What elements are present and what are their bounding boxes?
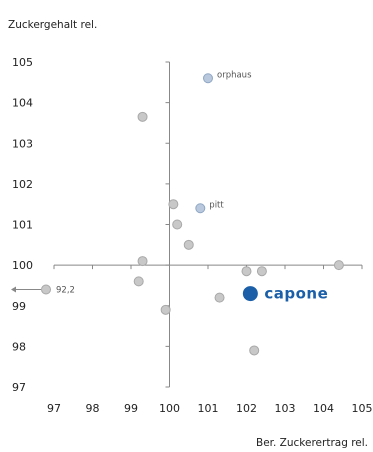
y-tick-label: 99 xyxy=(12,300,26,313)
x-tick-label: 101 xyxy=(198,402,219,415)
y-tick-label: 102 xyxy=(12,178,33,191)
x-tick-label: 103 xyxy=(275,402,296,415)
data-point xyxy=(137,256,148,267)
x-axis-title: Ber. Zuckerertrag rel. xyxy=(256,437,368,449)
x-tick-label: 97 xyxy=(47,402,61,415)
y-tick-label: 104 xyxy=(12,97,33,110)
named-point xyxy=(195,203,206,214)
offscale-arrow-head xyxy=(11,286,16,293)
data-point xyxy=(241,266,252,277)
x-tick-label: 102 xyxy=(236,402,257,415)
y-tick-label: 97 xyxy=(12,381,26,394)
data-point xyxy=(249,345,260,356)
y-tick-label: 101 xyxy=(12,219,33,232)
data-point xyxy=(183,239,194,250)
data-point xyxy=(160,304,171,315)
offscale-point xyxy=(41,284,51,295)
y-tick-label: 105 xyxy=(12,56,33,69)
highlight-point xyxy=(242,286,258,302)
x-tick-label: 104 xyxy=(313,402,334,415)
data-point xyxy=(137,111,148,122)
named-point-label: orphaus xyxy=(217,70,252,80)
data-point xyxy=(133,276,144,287)
highlight-point-label: capone xyxy=(264,285,328,303)
data-point xyxy=(214,292,225,303)
x-tick-label: 99 xyxy=(124,402,138,415)
y-axis-title: Zuckergehalt rel. xyxy=(8,19,97,31)
named-point-label: pitt xyxy=(209,200,224,210)
x-tick-label: 100 xyxy=(159,402,180,415)
offscale-point-label: 92,2 xyxy=(56,286,75,296)
y-tick-label: 98 xyxy=(12,340,26,353)
y-tick-label: 103 xyxy=(12,137,33,150)
data-points: orphaus pitt capone 92,2 xyxy=(11,70,344,356)
data-point xyxy=(256,266,267,277)
x-tick-label: 105 xyxy=(352,402,373,415)
named-point xyxy=(203,73,213,84)
data-point xyxy=(172,219,183,230)
y-tick-label: 100 xyxy=(12,259,33,272)
x-tick-label: 98 xyxy=(86,402,100,415)
data-point xyxy=(333,260,344,271)
data-point xyxy=(168,199,179,210)
axes: 97 98 99 100 101 102 103 104 105 97 98 99 100 101 102 1… xyxy=(12,56,373,415)
